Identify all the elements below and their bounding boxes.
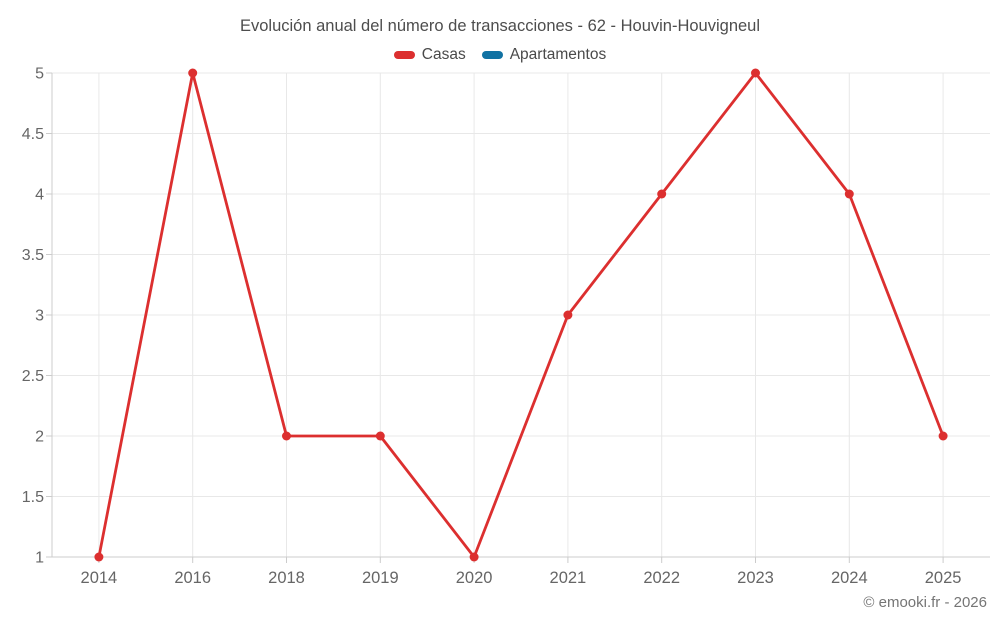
legend-item-apartamentos[interactable]: Apartamentos [481, 46, 607, 64]
y-gridlines: 1 1.5 2 2.5 3 3.5 4 4.5 5 [22, 66, 990, 567]
legend-swatch-casas-icon [393, 51, 415, 59]
series-casas [94, 68, 948, 562]
y-axis-label: 1 [35, 550, 44, 567]
y-axis-label: 3 [35, 308, 44, 325]
data-point [751, 68, 760, 78]
legend-item-casas[interactable]: Casas [393, 46, 466, 64]
y-axis-label: 4 [35, 187, 44, 204]
y-axis-label: 3.5 [22, 247, 44, 264]
y-axis-label: 2.5 [22, 368, 44, 385]
x-axis-label: 2014 [81, 569, 118, 587]
legend-label-apartamentos: Apartamentos [509, 46, 607, 63]
chart-title: Evolución anual del número de transaccio… [239, 17, 761, 35]
x-axis-label: 2022 [643, 569, 680, 587]
data-point [938, 431, 948, 441]
legend: Casas Apartamentos [0, 46, 1000, 64]
data-point [94, 552, 104, 562]
y-axis-label: 2 [35, 429, 44, 446]
x-axis-label: 2019 [362, 569, 399, 587]
data-point [844, 189, 854, 199]
legend-swatch-apartamentos-icon [481, 51, 503, 59]
x-axis-label: 2021 [550, 569, 587, 587]
y-axis-label: 1.5 [22, 489, 44, 506]
data-point [563, 310, 573, 320]
legend-label-casas: Casas [421, 46, 466, 63]
x-axis-label: 2023 [737, 569, 774, 587]
data-point [657, 189, 667, 199]
y-axis-label: 5 [35, 66, 44, 83]
x-axis-label: 2018 [268, 569, 305, 587]
x-axis-label: 2016 [174, 569, 211, 587]
credits-link[interactable]: © emooki.fr - 2026 [863, 594, 987, 611]
x-axis-label: 2024 [831, 569, 868, 587]
series-line [97, 71, 945, 559]
data-point [375, 431, 385, 441]
x-axis-label: 2025 [925, 569, 962, 587]
data-point [188, 68, 198, 78]
y-axis-label: 4.5 [22, 126, 44, 143]
x-axis-label: 2020 [456, 569, 493, 587]
data-point [282, 431, 291, 441]
data-point [469, 552, 479, 562]
